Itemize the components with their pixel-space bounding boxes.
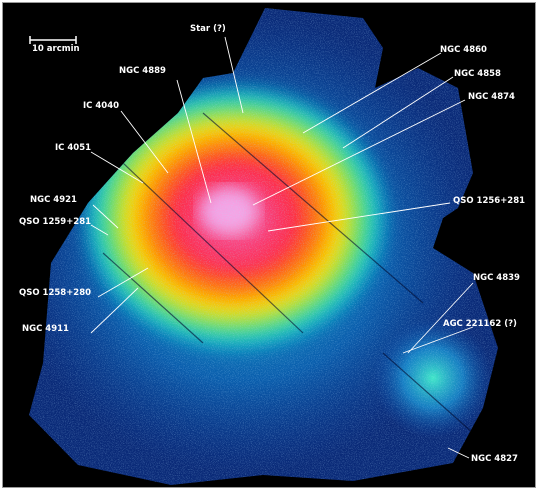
label-ngc4858: NGC 4858	[454, 69, 501, 79]
label-qso1258: QSO 1258+280	[19, 288, 92, 298]
scale-bar	[29, 36, 77, 44]
label-ngc4874: NGC 4874	[468, 92, 515, 102]
label-ngc4921: NGC 4921	[30, 195, 77, 205]
label-ic4040: IC 4040	[83, 101, 120, 111]
label-ngc4889: NGC 4889	[119, 66, 166, 76]
label-ngc4860: NGC 4860	[440, 45, 487, 55]
label-qso1256: QSO 1256+281	[453, 196, 526, 206]
label-qso1259: QSO 1259+281	[19, 217, 92, 227]
label-ngc4911: NGC 4911	[22, 324, 69, 334]
label-ngc4827: NGC 4827	[471, 454, 518, 464]
label-star: Star (?)	[190, 24, 226, 34]
xray-mosaic-image	[3, 3, 535, 487]
scale-bar-label: 10 arcmin	[32, 44, 80, 54]
label-agc221162: AGC 221162 (?)	[443, 319, 517, 329]
label-ic4051: IC 4051	[55, 143, 92, 153]
label-ngc4839: NGC 4839	[473, 273, 520, 283]
leader-lines	[90, 36, 474, 459]
